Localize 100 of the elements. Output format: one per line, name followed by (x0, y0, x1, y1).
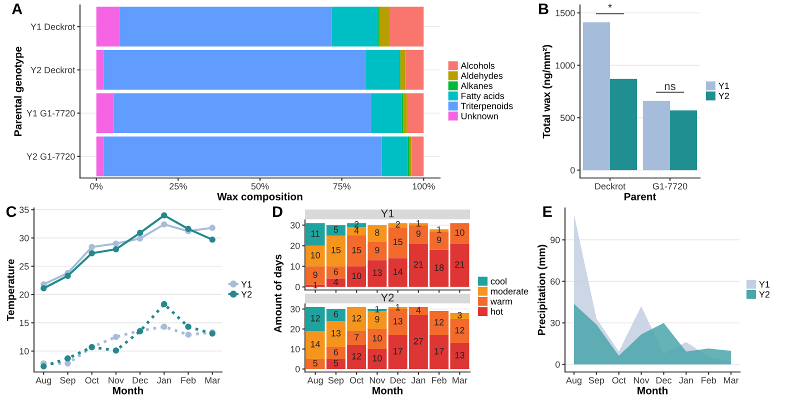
y-tick-label: 0 (295, 284, 300, 290)
chart-title: Y1 (380, 210, 394, 218)
data-label: 9 (416, 230, 421, 237)
chart-title: B (539, 4, 548, 14)
data-label: 21 (455, 261, 464, 268)
x-tick-label: Mar (724, 377, 739, 384)
legend-label: Y2 (718, 92, 729, 100)
x-tick-label: 0% (90, 183, 103, 190)
x-tick-label: 75% (333, 183, 351, 190)
legend-label: hot (491, 308, 503, 315)
y-tick-label: 1000 (556, 62, 575, 69)
data-label: 13 (393, 318, 402, 324)
data-label: 21 (414, 261, 424, 268)
x-tick-label: Dec (132, 377, 148, 384)
data-label: 12 (352, 315, 362, 322)
y-axis-title: Temperature (6, 259, 16, 322)
y-tick-label: 30 (290, 306, 300, 312)
data-label: 9 (436, 236, 442, 244)
data-label: 1 (313, 282, 318, 288)
data-label: 5 (334, 226, 338, 233)
x-tick-label: 25% (170, 183, 187, 190)
annotation: * (608, 4, 612, 8)
x-tick-label: Aug (307, 377, 323, 386)
y-axis-title: Total wax (ng/mm²) (542, 44, 552, 138)
y-tick-label: Y2 Deckrot (30, 66, 76, 74)
y-tick-label: Y1 Deckrot (30, 23, 76, 30)
x-tick-label: Nov (370, 377, 386, 384)
data-label: 11 (311, 230, 320, 237)
x-tick-label: Feb (702, 376, 716, 384)
x-tick-label: Dec (390, 377, 406, 384)
legend-label: moderate (491, 288, 528, 295)
legend-label: Y1 (241, 281, 252, 288)
x-tick-label: G1-7720 (652, 183, 688, 190)
data-label: 12 (434, 319, 444, 326)
data-label: 3 (458, 312, 462, 318)
x-tick-label: 50% (251, 183, 269, 190)
x-tick-label: Mar (205, 377, 220, 384)
legend-label: Y1 (718, 82, 729, 89)
y-tick-label: 60 (550, 278, 560, 285)
data-label: 2 (354, 221, 359, 228)
x-tick-label: 100% (412, 183, 435, 190)
data-label: 14 (310, 341, 320, 348)
y-tick-label: 90 (550, 236, 560, 244)
data-label: 9 (375, 246, 380, 254)
data-label: 10 (352, 272, 362, 280)
x-tick-label: Sep (588, 377, 604, 386)
y-tick-label: Y2 G1-7720 (26, 153, 75, 160)
legend-label: Fatty acids (461, 92, 504, 101)
legend-label: Alkanes (460, 82, 493, 90)
y-tick-label: 15 (20, 320, 29, 326)
y-tick-label: 10 (290, 263, 300, 270)
data-label: 14 (393, 268, 403, 275)
y-tick-label: 20 (290, 326, 300, 332)
x-tick-label: Aug (566, 377, 582, 386)
x-tick-label: Oct (85, 377, 99, 384)
x-axis-title: Parent (624, 193, 656, 200)
data-label: 12 (455, 327, 464, 334)
y-tick-label: 25 (20, 263, 29, 270)
x-tick-label: Nov (108, 377, 124, 384)
x-axis-title: Wax composition (217, 192, 302, 202)
y-tick-label: 30 (19, 234, 29, 242)
x-tick-label: Jan (679, 377, 693, 384)
chart-title: C (6, 206, 16, 218)
data-label: 12 (310, 315, 320, 322)
data-label: 10 (310, 252, 320, 258)
x-tick-label: Jan (157, 377, 171, 384)
data-label: 17 (434, 348, 444, 354)
y-tick-label: 1500 (556, 10, 575, 16)
y-tick-label: 0 (555, 361, 560, 368)
x-tick-label: Oct (612, 377, 626, 384)
chart-title: A (12, 4, 22, 14)
y-tick-label: Y1 G1-7720 (26, 110, 75, 116)
legend-label: Triterpenoids (460, 102, 513, 111)
y-axis-title: Amount of days (274, 254, 284, 333)
legend-label: Unknown (461, 112, 498, 120)
data-label: 2 (396, 221, 400, 228)
x-tick-label: Feb (181, 376, 196, 384)
data-label: 13 (455, 352, 464, 358)
data-label: 8 (375, 229, 380, 236)
x-tick-label: Aug (36, 377, 52, 386)
data-label: 6 (334, 349, 338, 356)
chart-title: Y2 (380, 294, 394, 302)
data-label: 6 (334, 311, 338, 318)
data-label: 9 (313, 272, 318, 278)
legend-label: Y2 (241, 291, 252, 298)
data-label: 15 (393, 238, 402, 246)
x-tick-label: Sep (60, 377, 76, 386)
y-tick-label: 500 (560, 114, 575, 122)
y-tick-label: 10 (290, 346, 300, 352)
x-tick-label: Deckrot (595, 182, 626, 190)
y-tick-label: 35 (19, 206, 29, 214)
y-tick-label: 0 (295, 366, 300, 372)
data-label: 7 (354, 334, 359, 340)
legend-label: Aldehydes (460, 72, 503, 81)
x-tick-label: Dec (656, 377, 672, 384)
data-label: 13 (332, 330, 341, 336)
data-label: 15 (332, 247, 341, 254)
legend-label: Y1 (759, 281, 770, 288)
x-tick-label: Sep (328, 377, 344, 386)
legend-label: Alcohols (460, 62, 495, 69)
